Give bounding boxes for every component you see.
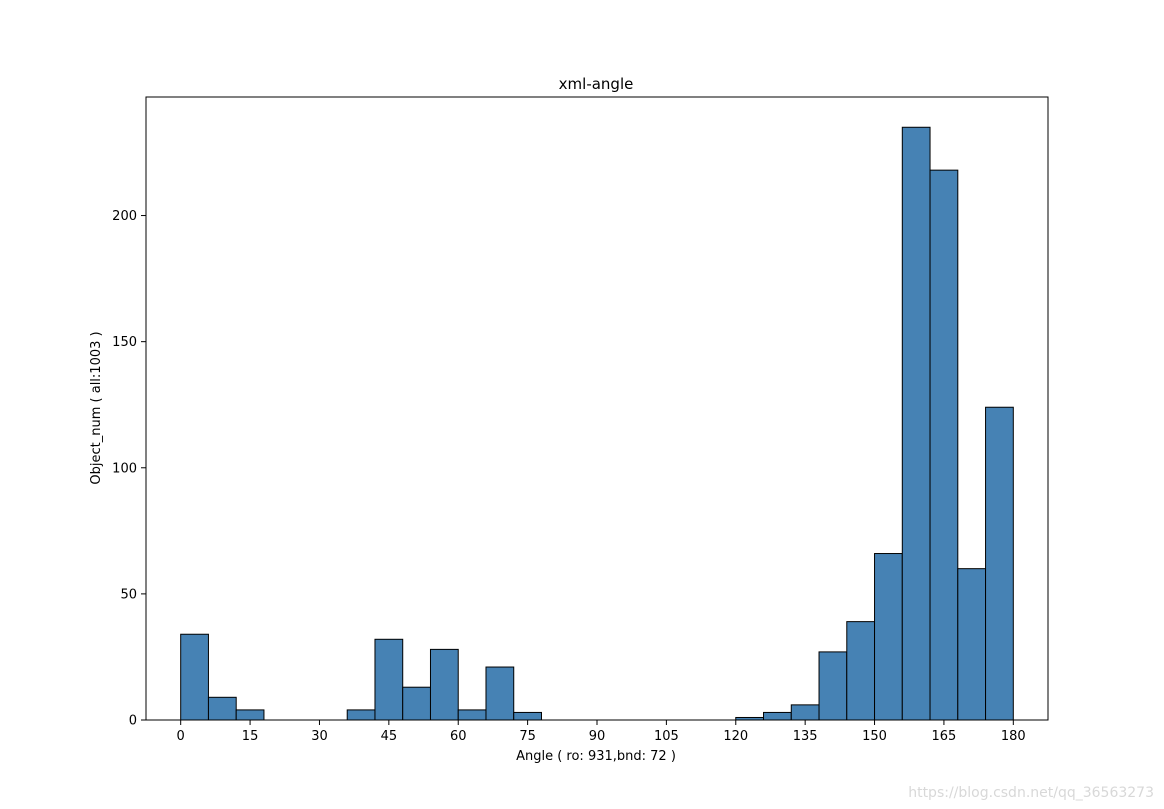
x-axis-label: Angle ( ro: 931,bnd: 72 ) xyxy=(516,749,676,764)
histogram-bar xyxy=(763,711,792,721)
histogram-bar xyxy=(957,568,987,721)
watermark: https://blog.csdn.net/qq_36563273 xyxy=(908,785,1154,801)
histogram-bar xyxy=(207,696,237,721)
histogram-bar xyxy=(346,709,376,721)
bars-group xyxy=(180,126,1014,721)
histogram-bar xyxy=(402,686,431,721)
y-tick-label: 0 xyxy=(129,714,137,729)
x-axis-ticks: 0 15 30 45 60 75 90 105 120 135 150 165 180 xyxy=(177,720,1026,744)
histogram-bar xyxy=(874,553,903,721)
histogram-bar xyxy=(513,711,542,721)
x-tick-label: 0 xyxy=(177,729,185,744)
histogram-bar xyxy=(901,126,931,721)
histogram-bar xyxy=(457,709,487,721)
y-tick-label: 100 xyxy=(112,461,137,476)
x-tick-label: 150 xyxy=(862,729,887,744)
histogram-bar xyxy=(429,648,459,721)
histogram-bar xyxy=(818,651,848,721)
y-axis-ticks: 0 50 100 150 200 xyxy=(112,209,146,729)
y-axis-label: Object_num ( all:1003 ) xyxy=(89,331,104,484)
histogram-bar xyxy=(485,666,515,721)
x-tick-label: 105 xyxy=(654,729,679,744)
x-tick-label: 30 xyxy=(311,729,328,744)
histogram-bar xyxy=(929,169,959,721)
x-tick-label: 75 xyxy=(519,729,536,744)
x-tick-label: 180 xyxy=(1001,729,1026,744)
histogram-bar xyxy=(846,621,876,721)
histogram-bar xyxy=(790,704,820,721)
y-tick-label: 150 xyxy=(112,335,137,350)
histogram-bar xyxy=(374,638,404,721)
x-tick-label: 135 xyxy=(793,729,818,744)
x-tick-label: 45 xyxy=(381,729,398,744)
x-tick-label: 15 xyxy=(242,729,259,744)
chart-title: xml-angle xyxy=(559,75,634,93)
x-tick-label: 165 xyxy=(932,729,957,744)
y-tick-label: 50 xyxy=(120,587,137,602)
histogram-bar xyxy=(180,633,209,721)
y-tick-label: 200 xyxy=(112,209,137,224)
x-tick-label: 90 xyxy=(589,729,606,744)
histogram-bar xyxy=(235,709,265,721)
x-tick-label: 60 xyxy=(450,729,467,744)
x-tick-label: 120 xyxy=(723,729,748,744)
histogram-bar xyxy=(985,406,1014,721)
